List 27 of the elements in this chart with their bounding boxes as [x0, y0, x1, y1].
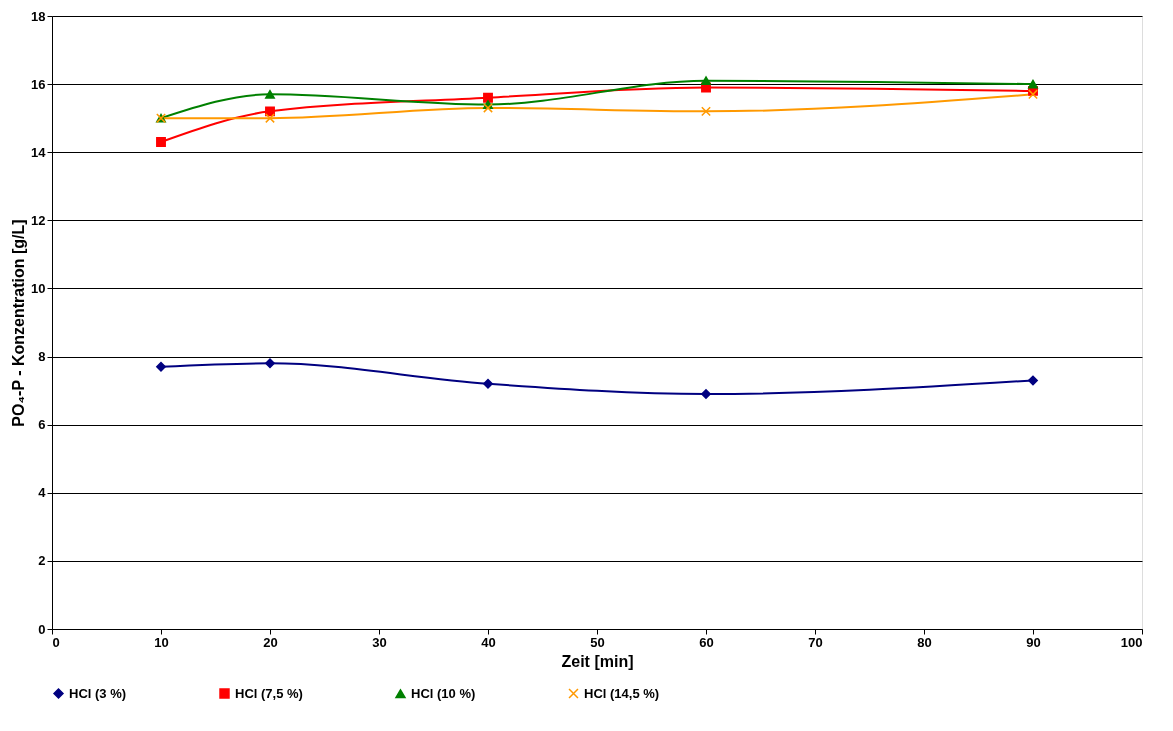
x-tick-label: 70 [808, 634, 823, 650]
x-tick-label: 10 [154, 634, 169, 650]
x-tick-label: 80 [917, 634, 932, 650]
x-tick-label: 20 [263, 634, 278, 650]
y-tick-label: 16 [31, 76, 46, 92]
legend-label: HCl (10 %) [411, 685, 476, 701]
y-tick-label: 18 [31, 8, 46, 24]
x-tick-label: 100 [1120, 634, 1143, 650]
x-axis-title: Zeit [min] [561, 652, 634, 670]
y-tick-label: 8 [38, 349, 46, 365]
x-tick-label: 50 [590, 634, 605, 650]
x-tick-label: 90 [1026, 634, 1041, 650]
y-tick-label: 2 [38, 553, 46, 569]
x-tick-label: 60 [699, 634, 714, 650]
y-tick-label: 6 [38, 417, 46, 433]
y-tick-label: 10 [31, 280, 46, 296]
y-axis-title: PO₄-P - Konzentration [g/L] [10, 219, 28, 427]
y-tick-label: 12 [31, 212, 46, 228]
x-tick-label: 30 [372, 634, 387, 650]
x-tick-label: 0 [52, 634, 60, 650]
legend-label: HCl (7,5 %) [235, 685, 303, 701]
y-tick-label: 4 [38, 485, 47, 501]
y-tick-label: 0 [38, 621, 46, 637]
y-tick-label: 14 [31, 144, 47, 160]
legend-label: HCl (3 %) [69, 685, 127, 701]
legend-label: HCl (14,5 %) [584, 685, 660, 701]
x-tick-label: 40 [481, 634, 496, 650]
